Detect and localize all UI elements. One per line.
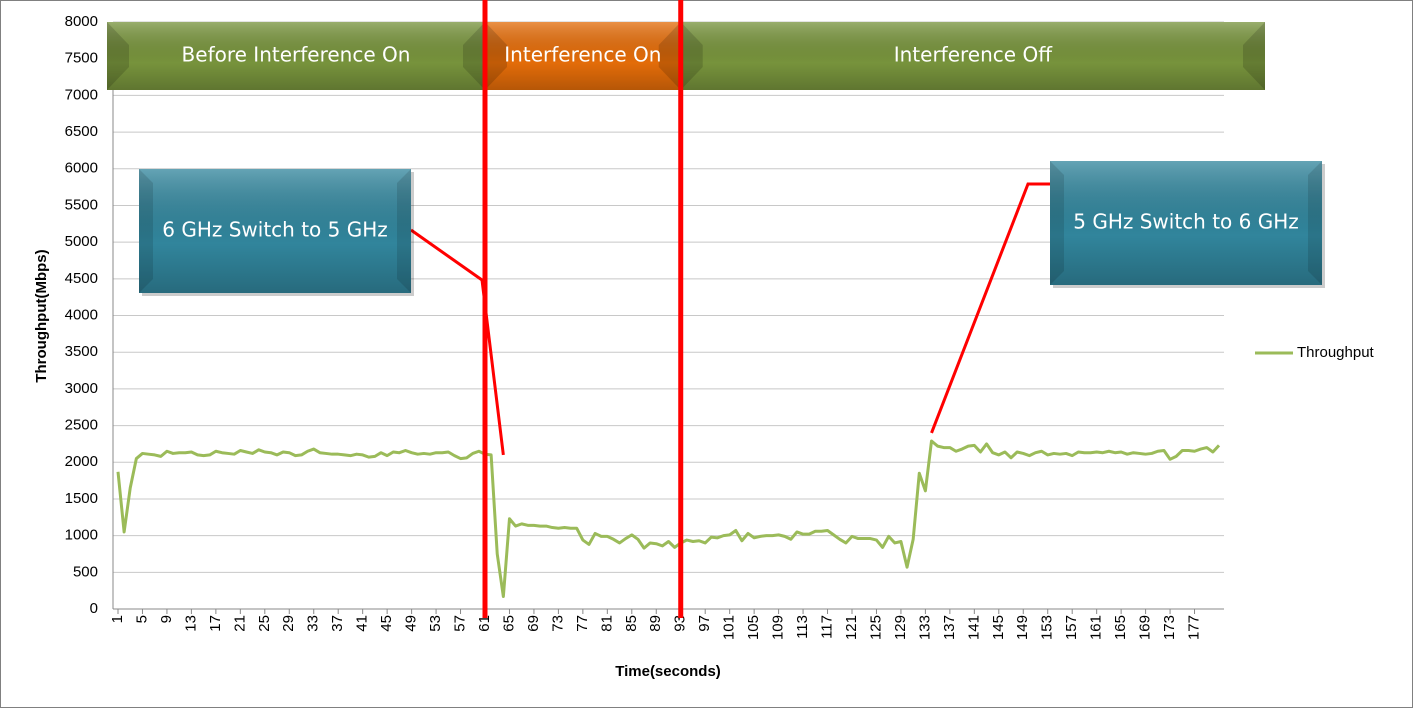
y-tick-label: 0 [90,600,98,617]
x-tick-label: 153 [1039,615,1056,640]
x-tick-label: 81 [598,615,615,632]
x-tick-label: 141 [965,615,982,640]
phase-banner: Before Interference On [107,22,485,90]
x-tick-label: 125 [867,615,884,640]
x-tick-label: 113 [794,615,811,639]
y-tick-label: 4000 [65,306,98,323]
y-tick-label: 3500 [65,343,98,360]
y-tick-label: 6000 [65,160,98,177]
x-tick-label: 85 [623,615,640,632]
x-tick-label: 177 [1186,615,1203,640]
callout-bevel [1050,161,1064,285]
phase-shade [107,22,485,90]
phase-banner: Interference Off [680,22,1265,90]
callout-shade [1050,161,1322,285]
x-tick-label: 65 [500,615,517,632]
y-tick-label: 500 [73,563,98,580]
y-tick-label: 1500 [65,490,98,507]
phase-label: Interference On [504,43,661,67]
data-line [116,439,1221,599]
x-tick-label: 101 [721,615,738,640]
x-tick-label: 133 [916,615,933,640]
callout-bevel [1308,161,1322,285]
x-tick-label: 137 [941,615,958,640]
x-tick-label: 9 [158,615,175,623]
x-tick-label: 17 [207,615,224,632]
x-axis-title: Time(seconds) [615,663,721,680]
x-tick-label: 93 [672,615,689,632]
x-tick-label: 109 [770,615,787,640]
callout-label: 5 GHz Switch to 6 GHz [1073,210,1299,234]
legend-label: Throughput [1297,344,1375,361]
phase-bevel [107,22,129,90]
phase-label: Before Interference On [182,43,411,67]
y-tick-label: 7500 [65,50,98,67]
callout-shade [139,169,411,293]
x-tick-label: 69 [525,615,542,632]
phase-shade [680,22,1265,90]
phase-shade [485,22,681,90]
callout-bevel [397,169,411,293]
x-tick-label: 29 [280,615,297,632]
y-tick-label: 5500 [65,196,98,213]
y-axis-title: Throughput(Mbps) [33,249,50,382]
y-tick-label: 2000 [65,453,98,470]
x-tick-label: 97 [696,615,713,632]
x-tick-label: 173 [1161,615,1178,640]
x-tick-label: 45 [378,615,395,632]
y-tick-label: 3000 [65,380,98,397]
phase-bevel [658,22,681,90]
x-tick-label: 37 [329,615,346,632]
x-tick-label: 5 [133,615,150,623]
x-tick-label: 53 [427,615,444,632]
x-tick-label: 89 [647,615,664,632]
x-tick-label: 149 [1014,615,1031,640]
y-tick-label: 7000 [65,86,98,103]
phase-banner: Interference On [485,22,681,90]
x-tick-label: 13 [182,615,199,632]
x-tick-label: 77 [574,615,591,632]
x-tick-label: 57 [452,615,469,632]
x-tick-label: 73 [549,615,566,632]
x-tick-label: 21 [231,615,248,632]
x-tick-label: 41 [354,615,371,632]
x-tick-label: 49 [403,615,420,632]
x-tick-label: 105 [745,615,762,640]
y-tick-label: 2500 [65,417,98,434]
x-tick-label: 157 [1063,615,1080,640]
x-tick-label: 1 [109,615,126,623]
phase-label: Interference Off [894,43,1053,67]
callout-leader [930,182,1050,434]
x-tick-label: 25 [256,615,273,632]
x-tick-label: 145 [990,615,1007,640]
callout-label: 6 GHz Switch to 5 GHz [162,218,388,242]
callout-leader [410,228,505,456]
x-tick-label: 165 [1112,615,1129,640]
x-tick-label: 161 [1088,615,1105,640]
x-tick-label: 129 [892,615,909,640]
y-tick-label: 5000 [65,233,98,250]
x-tick-label: 61 [476,615,493,632]
y-tick-label: 6500 [65,123,98,140]
x-tick-label: 117 [819,615,836,639]
y-tick-label: 8000 [65,13,98,30]
phase-bevel [485,22,507,90]
x-tick-label: 121 [843,615,860,640]
x-tick-label: 169 [1137,615,1154,640]
y-tick-label: 4500 [65,270,98,287]
x-tick-label: 33 [305,615,322,632]
callout-bevel [139,169,153,293]
phase-bevel [463,22,485,90]
phase-bevel [680,22,703,90]
y-tick-label: 1000 [65,527,98,544]
phase-bevel [1243,22,1265,90]
